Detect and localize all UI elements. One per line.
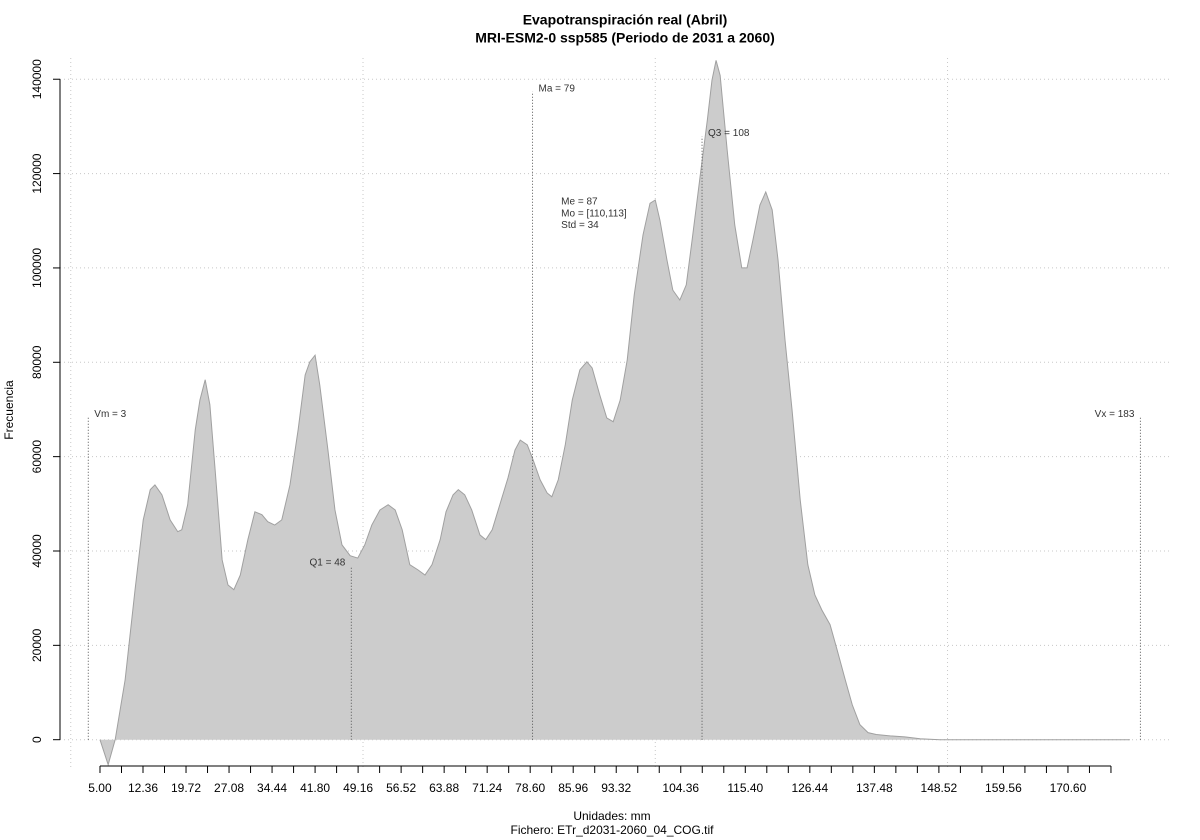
chart-title: Evapotranspiración real (Abril) (523, 12, 728, 28)
x-tick-label: 78.60 (515, 781, 545, 795)
annotation: Me = 87 (561, 197, 598, 208)
annotation: Vm = 3 (94, 409, 126, 420)
x-axis-label: Unidades: mm (573, 809, 650, 823)
x-tick-label: 27.08 (214, 781, 244, 795)
x-tick-label: 63.88 (429, 781, 459, 795)
annotation: Ma = 79 (539, 83, 576, 94)
x-tick-label: 19.72 (171, 781, 201, 795)
y-tick-label: 60000 (30, 440, 44, 474)
x-tick-label: 71.24 (472, 781, 502, 795)
x-tick-label: 12.36 (128, 781, 158, 795)
x-tick-label: 137.48 (856, 781, 893, 795)
x-tick-label: 56.52 (386, 781, 416, 795)
chart-subtitle: MRI-ESM2-0 ssp585 (Periodo de 2031 a 206… (475, 30, 775, 46)
x-tick-label: 85.96 (558, 781, 588, 795)
annotation: Std = 34 (561, 220, 599, 231)
x-tick-label: 34.44 (257, 781, 287, 795)
x-tick-label: 93.32 (601, 781, 631, 795)
x-tick-label: 170.60 (1050, 781, 1087, 795)
x-tick-label: 148.52 (921, 781, 958, 795)
y-tick-label: 120000 (30, 153, 44, 193)
y-tick-label: 40000 (30, 534, 44, 568)
x-tick-label: 41.80 (300, 781, 330, 795)
annotation: Q1 = 48 (309, 557, 345, 568)
y-tick-label: 0 (30, 736, 44, 743)
x-tick-label: 126.44 (791, 781, 828, 795)
x-tick-label: 159.56 (985, 781, 1022, 795)
caption: Fichero: ETr_d2031-2060_04_COG.tif (511, 823, 715, 837)
annotation: Q3 = 108 (708, 128, 750, 139)
y-axis-label: Frecuencia (2, 380, 16, 440)
x-tick-label: 5.00 (88, 781, 112, 795)
y-tick-label: 100000 (30, 248, 44, 288)
annotation: Mo = [110,113] (561, 208, 627, 219)
x-tick-label: 104.36 (662, 781, 699, 795)
density-area (99, 60, 1130, 765)
y-tick-label: 80000 (30, 345, 44, 379)
x-tick-label: 115.40 (727, 781, 763, 795)
annotation: Vx = 183 (1095, 409, 1135, 420)
x-tick-label: 49.16 (343, 781, 373, 795)
y-tick-label: 140000 (30, 59, 44, 99)
y-tick-label: 20000 (30, 628, 44, 662)
density-line (99, 60, 1130, 767)
